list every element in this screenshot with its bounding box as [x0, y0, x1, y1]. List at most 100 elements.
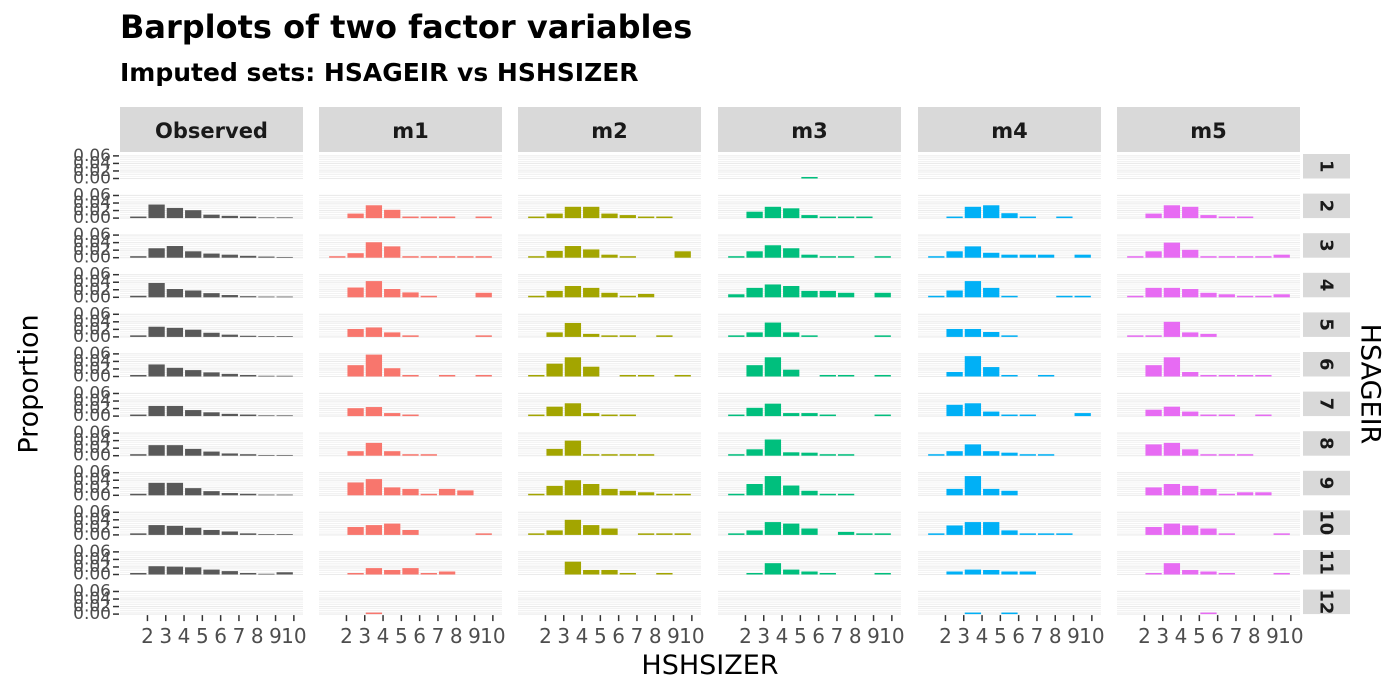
bar: [1145, 487, 1162, 496]
bar: [1001, 295, 1018, 298]
bar: [1056, 295, 1073, 298]
facet-panel: [319, 590, 502, 615]
facet-panel: [319, 392, 502, 417]
column-strip-label: m5: [1190, 119, 1227, 143]
bar: [619, 335, 636, 337]
bar: [1145, 409, 1162, 417]
bar: [1019, 571, 1036, 575]
y-tick-label: 0.00: [73, 525, 111, 545]
bar: [130, 335, 147, 337]
bar: [1019, 533, 1036, 535]
facet-panel: [1117, 551, 1300, 576]
facet-panel: [518, 392, 701, 417]
bar: [402, 216, 419, 219]
y-tick-label: 0.06: [73, 542, 111, 562]
bar: [347, 213, 364, 219]
bar: [148, 364, 165, 377]
bar: [637, 374, 655, 377]
bar: [221, 413, 238, 417]
bar: [746, 449, 763, 456]
row-strip-label: 2: [1316, 200, 1337, 213]
bar: [583, 287, 600, 298]
y-tick-label: 0.06: [73, 423, 111, 443]
bar: [166, 566, 184, 575]
y-tick-label: 0.02: [73, 240, 111, 260]
bar: [637, 492, 655, 496]
column-strip: [518, 107, 701, 152]
bar: [148, 248, 165, 258]
bar: [583, 525, 600, 535]
bar: [546, 485, 563, 496]
bar: [746, 572, 763, 575]
x-tick-label: 10: [480, 624, 505, 648]
x-tick-label: 9: [269, 624, 282, 648]
bar: [546, 290, 563, 298]
facet-panel: [319, 194, 502, 219]
bar: [384, 487, 401, 496]
facet-panel: [518, 353, 701, 378]
bar: [1163, 242, 1181, 258]
bar: [564, 206, 582, 219]
facet-panel: [518, 194, 701, 219]
bar: [347, 482, 364, 496]
facet-panel: [718, 392, 901, 417]
y-tick-label: 0.02: [73, 161, 111, 181]
bar: [1001, 213, 1018, 219]
bar: [384, 332, 401, 337]
bar: [746, 287, 763, 298]
bar: [728, 533, 745, 535]
bar: [239, 414, 257, 417]
bar: [728, 256, 745, 258]
bar: [1200, 612, 1217, 615]
bar: [837, 493, 855, 496]
bar: [528, 216, 545, 219]
facet-panel: [918, 353, 1101, 378]
y-tick-label: 0.06: [73, 581, 111, 601]
bar: [601, 488, 618, 496]
bar: [221, 373, 238, 377]
bar: [746, 332, 763, 337]
bar: [583, 413, 600, 417]
bar: [764, 245, 782, 258]
bar: [402, 335, 419, 337]
column-strip-label: Observed: [155, 119, 268, 143]
x-tick-label: 9: [867, 624, 880, 648]
bar: [546, 530, 563, 535]
bar: [203, 412, 220, 417]
bar: [637, 454, 655, 456]
bar: [583, 569, 600, 575]
bar: [203, 293, 220, 298]
facet-panel: [1117, 472, 1300, 496]
bar: [239, 374, 257, 377]
x-tick-label: 3: [358, 624, 371, 648]
facet-panel: [120, 353, 303, 378]
row-strip-label: 5: [1316, 318, 1337, 331]
facet-panel: [319, 551, 502, 576]
bar: [384, 451, 401, 456]
bar: [185, 329, 202, 337]
bar: [964, 522, 982, 535]
column-strip: [918, 107, 1101, 152]
bar: [276, 375, 293, 377]
bar: [402, 488, 419, 496]
bar: [1163, 483, 1181, 496]
y-tick-label: 0.06: [73, 502, 111, 522]
bar: [1182, 411, 1199, 417]
bar: [365, 354, 383, 377]
chart-subtitle: Imputed sets: HSAGEIR vs HSHSIZER: [120, 58, 639, 87]
facet-panel: [1117, 392, 1300, 417]
x-tick-label: 3: [159, 624, 172, 648]
bar: [438, 374, 456, 377]
facet-panel: [518, 590, 701, 615]
bar: [819, 414, 836, 417]
x-tick-label: 7: [1031, 624, 1044, 648]
bar: [983, 332, 1000, 337]
bar: [1182, 206, 1199, 219]
facet-panel: [1117, 155, 1300, 180]
bar: [347, 253, 364, 258]
x-tick-label: 5: [794, 624, 807, 648]
bar: [728, 414, 745, 417]
bar: [964, 246, 982, 258]
bar: [1182, 569, 1199, 575]
bar: [837, 374, 855, 377]
